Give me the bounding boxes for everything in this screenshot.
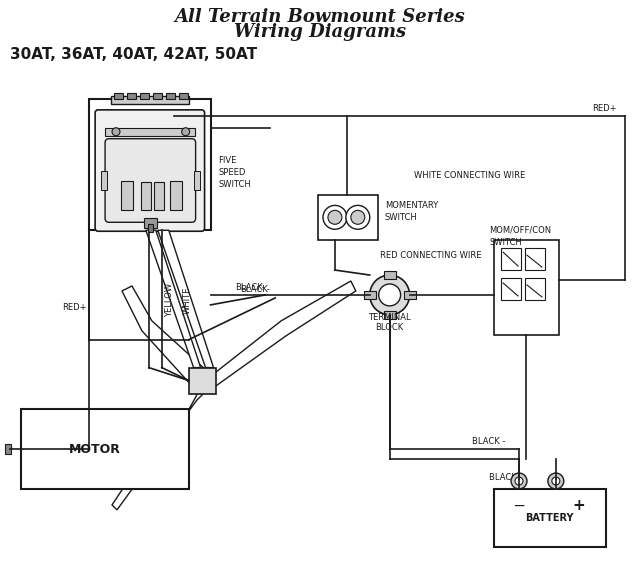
Text: MOMENTARY: MOMENTARY [385,201,438,210]
Bar [501,248,521,270]
Bar [153,93,162,99]
Bar [111,96,189,104]
Text: All Terrain Bowmount Series: All Terrain Bowmount Series [175,8,465,26]
Text: Wiring Diagrams: Wiring Diagrams [234,23,406,41]
Text: SWITCH: SWITCH [385,213,417,222]
Polygon shape [146,230,200,368]
Bar [154,182,164,211]
Text: ─: ─ [515,498,524,513]
Bar [144,218,157,228]
Bar [4,444,10,454]
Circle shape [379,284,401,306]
Bar [364,291,376,299]
Polygon shape [112,381,207,510]
Bar [101,171,107,190]
Circle shape [323,205,347,229]
Text: MOTOR: MOTOR [69,443,121,455]
Circle shape [515,477,523,485]
Text: BLOCK: BLOCK [376,323,404,332]
Circle shape [351,211,365,224]
Circle shape [511,473,527,489]
Bar [384,271,396,279]
Polygon shape [202,281,356,388]
Bar [318,195,378,240]
Bar [127,93,136,99]
Bar [494,240,559,335]
Bar [189,368,216,395]
Circle shape [112,128,120,136]
Text: WHITE: WHITE [183,286,192,314]
Circle shape [328,211,342,224]
Bar [148,224,153,233]
FancyBboxPatch shape [105,138,196,222]
Polygon shape [158,230,214,368]
Bar [501,278,521,300]
Circle shape [370,275,410,315]
Text: 30AT, 36AT, 40AT, 42AT, 50AT: 30AT, 36AT, 40AT, 42AT, 50AT [10,47,257,61]
Bar [121,181,133,211]
Text: RED CONNECTING WIRE: RED CONNECTING WIRE [380,251,481,260]
Text: WHITE CONNECTING WIRE: WHITE CONNECTING WIRE [413,171,525,180]
Text: BLACK -: BLACK - [472,437,506,446]
Bar [22,409,189,489]
Text: TERMINAL: TERMINAL [369,314,411,323]
Circle shape [552,477,560,485]
Bar [140,93,149,99]
Text: FIVE: FIVE [218,156,237,165]
Bar [141,182,151,211]
Text: BLACK-: BLACK- [236,283,266,292]
Text: BLACK -: BLACK - [489,472,522,481]
Bar [494,489,605,547]
Bar [404,291,415,299]
Text: SPEED: SPEED [218,168,246,177]
Text: BLACK-: BLACK- [241,285,270,294]
Polygon shape [122,286,207,386]
Bar [89,99,211,230]
Text: RED+: RED+ [592,104,616,113]
Text: RED+: RED+ [62,303,86,312]
Bar [105,128,195,136]
Bar [179,93,188,99]
Text: SWITCH: SWITCH [489,238,522,247]
Circle shape [548,473,564,489]
Text: +: + [572,498,585,513]
Text: BATTERY: BATTERY [525,513,574,523]
Bar [194,171,200,190]
Text: MOM/OFF/CON: MOM/OFF/CON [489,226,551,235]
Bar [525,248,545,270]
Bar [114,93,123,99]
Bar [384,311,396,319]
Text: YELLOW: YELLOW [165,283,174,317]
Bar [166,93,175,99]
Text: SWITCH: SWITCH [218,180,252,189]
Bar [170,181,182,211]
Circle shape [346,205,370,229]
FancyBboxPatch shape [95,110,205,231]
Bar [525,278,545,300]
Circle shape [182,128,189,136]
